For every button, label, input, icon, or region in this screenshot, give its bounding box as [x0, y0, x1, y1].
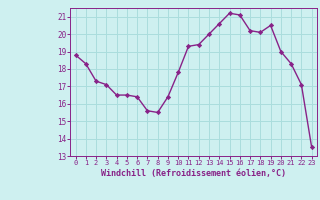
X-axis label: Windchill (Refroidissement éolien,°C): Windchill (Refroidissement éolien,°C) [101, 169, 286, 178]
